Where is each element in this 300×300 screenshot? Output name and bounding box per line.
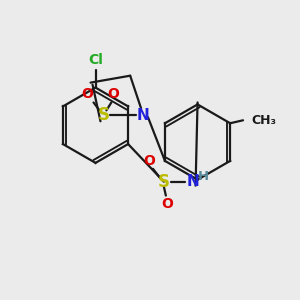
Text: S: S [158, 173, 170, 191]
Text: N: N [186, 174, 199, 189]
Text: CH₃: CH₃ [251, 114, 276, 127]
Text: H: H [198, 170, 209, 183]
Text: N: N [137, 108, 149, 123]
Text: O: O [143, 154, 155, 168]
Text: O: O [161, 197, 173, 212]
Text: S: S [98, 106, 110, 124]
Text: Cl: Cl [88, 53, 103, 67]
Text: O: O [107, 86, 119, 100]
Text: O: O [82, 86, 94, 100]
